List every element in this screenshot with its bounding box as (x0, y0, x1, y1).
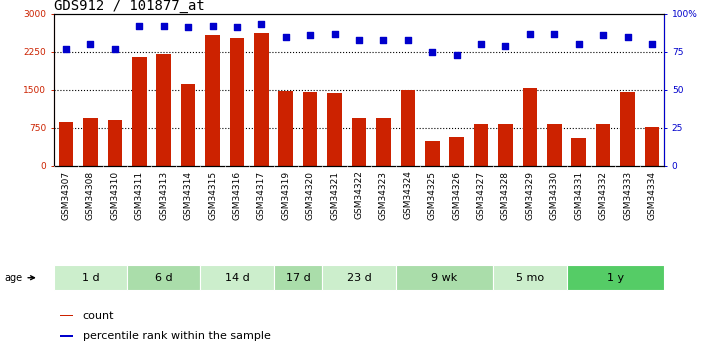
Bar (303, 92, 317, 166)
Point (524, 31, 536, 36)
Bar (547, 124, 561, 166)
Bar (645, 127, 659, 166)
Point (475, 41, 487, 47)
Text: GSM34308: GSM34308 (86, 170, 95, 220)
Bar (596, 124, 610, 166)
Bar (132, 57, 146, 166)
Point (109, 46, 121, 51)
Bar (425, 141, 439, 166)
Text: GSM34327: GSM34327 (477, 170, 485, 219)
Bar (322, 265, 396, 290)
Bar (157, 54, 171, 166)
Point (256, 22, 267, 27)
Bar (620, 92, 635, 166)
Bar (54, 265, 127, 290)
Point (402, 37, 414, 42)
Bar (523, 88, 537, 166)
Point (549, 31, 560, 36)
Bar (396, 265, 493, 290)
Bar (352, 118, 366, 166)
Bar (567, 265, 664, 290)
Text: GSM34328: GSM34328 (501, 170, 510, 219)
Point (622, 34, 633, 39)
Bar (83, 118, 98, 166)
Bar (205, 35, 220, 166)
Point (280, 34, 292, 39)
Text: age: age (4, 273, 34, 283)
Point (329, 31, 340, 36)
Text: GSM34329: GSM34329 (526, 170, 534, 219)
Text: GSM34326: GSM34326 (452, 170, 461, 219)
Bar (279, 91, 293, 166)
Text: GSM34321: GSM34321 (330, 170, 339, 219)
Text: GSM34332: GSM34332 (599, 170, 607, 219)
Point (353, 37, 365, 42)
Text: GSM34322: GSM34322 (355, 170, 363, 219)
Text: GSM34317: GSM34317 (257, 170, 266, 220)
Text: GSM34333: GSM34333 (623, 170, 632, 220)
Text: GDS912 / 101877_at: GDS912 / 101877_at (54, 0, 205, 13)
Point (597, 32, 609, 38)
Text: 6 d: 6 d (155, 273, 172, 283)
Point (85, 41, 96, 47)
Point (573, 41, 584, 47)
Text: 1 y: 1 y (607, 273, 624, 283)
Text: GSM34319: GSM34319 (281, 170, 290, 220)
Bar (60, 315, 73, 316)
Point (207, 23, 218, 29)
Point (182, 25, 194, 30)
Text: 17 d: 17 d (286, 273, 310, 283)
Text: 1 d: 1 d (82, 273, 99, 283)
Point (60, 46, 72, 51)
Bar (274, 265, 322, 290)
Text: GSM34334: GSM34334 (648, 170, 656, 219)
Bar (401, 90, 415, 166)
Point (451, 52, 462, 58)
Bar (327, 93, 342, 166)
Point (426, 49, 438, 55)
Point (500, 43, 511, 48)
Text: GSM34315: GSM34315 (208, 170, 217, 220)
Bar (474, 124, 488, 166)
Text: GSM34316: GSM34316 (233, 170, 241, 220)
Bar (127, 265, 200, 290)
Text: GSM34307: GSM34307 (62, 170, 70, 220)
Point (158, 23, 169, 29)
Text: 9 wk: 9 wk (432, 273, 457, 283)
Bar (108, 120, 122, 166)
Text: GSM34310: GSM34310 (111, 170, 119, 220)
Bar (572, 138, 586, 166)
Text: GSM34325: GSM34325 (428, 170, 437, 219)
Text: GSM34311: GSM34311 (135, 170, 144, 220)
Bar (376, 118, 391, 166)
Text: 14 d: 14 d (225, 273, 249, 283)
Bar (181, 83, 195, 166)
Text: GSM34320: GSM34320 (306, 170, 314, 219)
Point (134, 23, 145, 29)
Point (646, 41, 658, 47)
Text: GSM34323: GSM34323 (379, 170, 388, 219)
Bar (449, 137, 464, 166)
Point (378, 37, 389, 42)
Point (304, 32, 316, 38)
Text: GSM34330: GSM34330 (550, 170, 559, 220)
Bar (230, 38, 244, 166)
Text: count: count (83, 310, 114, 321)
Bar (498, 124, 513, 166)
Bar (200, 265, 274, 290)
Bar (493, 265, 567, 290)
Text: GSM34314: GSM34314 (184, 170, 192, 219)
Text: 5 mo: 5 mo (516, 273, 544, 283)
Text: GSM34324: GSM34324 (404, 170, 412, 219)
Text: GSM34313: GSM34313 (159, 170, 168, 220)
Bar (254, 33, 269, 166)
Bar (59, 121, 73, 166)
Bar (60, 335, 73, 336)
Text: 23 d: 23 d (347, 273, 371, 283)
Text: GSM34331: GSM34331 (574, 170, 583, 220)
Text: percentile rank within the sample: percentile rank within the sample (83, 331, 271, 341)
Point (231, 25, 243, 30)
